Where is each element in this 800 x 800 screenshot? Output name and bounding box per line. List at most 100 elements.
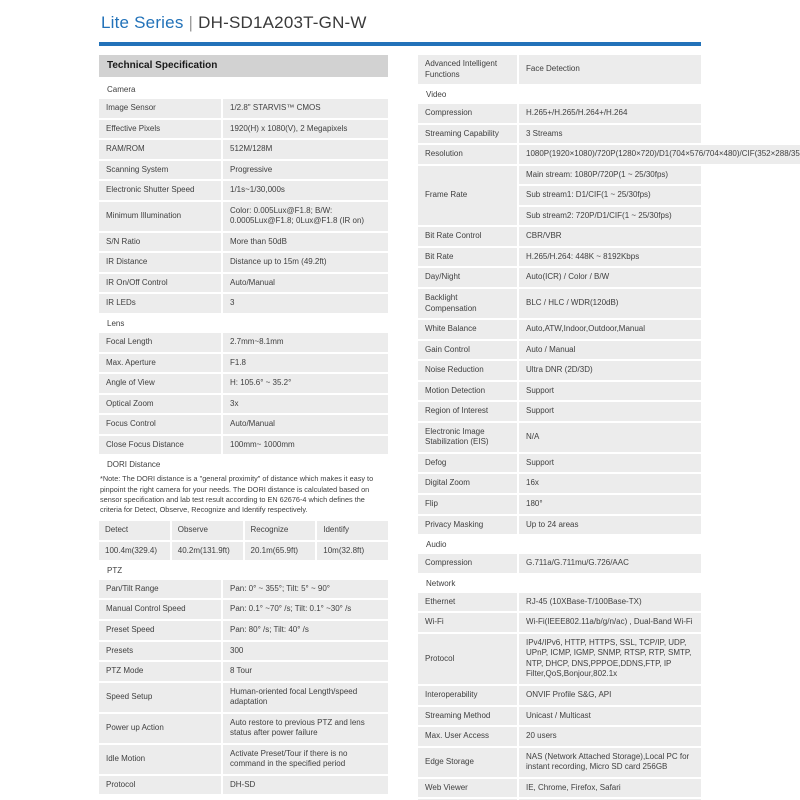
section-title: Lens bbox=[107, 319, 125, 329]
spec-value: H.265+/H.265/H.264+/H.264 bbox=[519, 104, 701, 123]
spec-row: Advanced Intelligent Functions Face Detec… bbox=[418, 55, 701, 85]
spec-label: Wi-Fi bbox=[418, 613, 517, 632]
spec-row: IR Distance Distance up to 15m (49.2ft) bbox=[99, 253, 388, 272]
spec-label: Frame Rate bbox=[418, 165, 517, 226]
spec-value: Distance up to 15m (49.2ft) bbox=[223, 253, 388, 272]
spec-row: IR On/Off Control Auto/Manual bbox=[99, 273, 388, 293]
spec-value: 1/2.8" STARVIS™ CMOS bbox=[223, 99, 388, 118]
spec-label: IR Distance bbox=[99, 253, 221, 272]
spec-row: Max. Aperture F1.8 bbox=[99, 353, 388, 373]
spec-row: Day/Night Auto(ICR) / Color / B/W bbox=[418, 268, 701, 288]
spec-value: Up to 24 areas bbox=[519, 515, 701, 535]
spec-label: Protocol bbox=[418, 633, 517, 684]
spec-value: 300 bbox=[223, 641, 388, 661]
spec-label: Day/Night bbox=[418, 268, 517, 288]
left-column: Technical Specification Camera Image Sens… bbox=[99, 55, 388, 800]
spec-row: Minimum Illumination Color: 0.005Lux@F1.8… bbox=[99, 201, 388, 231]
spec-label: S/N Ratio bbox=[99, 232, 221, 252]
spec-label: Interoperability bbox=[418, 685, 517, 705]
spec-value: 100mm~ 1000mm bbox=[223, 435, 388, 455]
spec-label: Defog bbox=[418, 453, 517, 473]
spec-label: Manual Control Speed bbox=[99, 600, 221, 619]
spec-label: White Balance bbox=[418, 320, 517, 339]
section-title: DORI Distance bbox=[107, 460, 161, 470]
spec-label: Backlight Compensation bbox=[418, 289, 517, 319]
spec-row: Ethernet RJ-45 (10XBase-T/100Base-TX) bbox=[418, 592, 701, 612]
spec-row: S/N Ratio More than 50dB bbox=[99, 232, 388, 252]
spec-value: IE, Chrome, Firefox, Safari bbox=[519, 778, 701, 798]
spec-row: Privacy Masking Up to 24 areas bbox=[418, 515, 701, 535]
spec-row: Defog Support bbox=[418, 453, 701, 473]
spec-label: Speed Setup bbox=[99, 682, 221, 712]
spec-label: Idle Motion bbox=[99, 744, 221, 774]
spec-value: 1920(H) x 1080(V), 2 Megapixels bbox=[223, 119, 388, 139]
spec-label: Compression bbox=[418, 104, 517, 123]
spec-row: Electronic Image Stabilization (EIS) N/A bbox=[418, 422, 701, 452]
spec-label: Presets bbox=[99, 641, 221, 661]
spec-row: Streaming Capability 3 Streams bbox=[418, 124, 701, 144]
spec-value: DH-SD bbox=[223, 775, 388, 795]
spec-label: Streaming Method bbox=[418, 706, 517, 726]
spec-row: Pan/Tilt Range Pan: 0° ~ 355°; Tilt: 5° ~… bbox=[99, 579, 388, 599]
spec-label: Ethernet bbox=[418, 592, 517, 612]
spec-label: Effective Pixels bbox=[99, 119, 221, 139]
spec-label: Gain Control bbox=[418, 340, 517, 360]
spec-value: 180° bbox=[519, 495, 701, 514]
spec-row: Compression H.265+/H.265/H.264+/H.264 bbox=[418, 104, 701, 123]
spec-label: Preset Speed bbox=[99, 620, 221, 640]
section-title: Video bbox=[426, 90, 447, 100]
section-title: PTZ bbox=[107, 565, 123, 575]
dori-header-cell: Observe bbox=[171, 521, 243, 540]
spec-value: Auto restore to previous PTZ and lens st… bbox=[223, 713, 388, 743]
spec-row: Region of Interest Support bbox=[418, 402, 701, 421]
spec-label: Power up Action bbox=[99, 713, 221, 743]
spec-row: Motion Detection Support bbox=[418, 381, 701, 401]
spec-value: 16x bbox=[519, 474, 701, 494]
spec-value: 3x bbox=[223, 394, 388, 414]
spec-label: IR On/Off Control bbox=[99, 273, 221, 293]
spec-value: 1080P(1920×1080)/720P(1280×720)/D1(704×5… bbox=[519, 145, 800, 164]
spec-value: Activate Preset/Tour if there is no comm… bbox=[223, 744, 388, 774]
spec-value: Color: 0.005Lux@F1.8; B/W: 0.0005Lux@F1.… bbox=[223, 201, 388, 231]
spec-row: Scanning System Progressive bbox=[99, 160, 388, 180]
spec-label: Close Focus Distance bbox=[99, 435, 221, 455]
spec-value: Ultra DNR (2D/3D) bbox=[519, 361, 701, 380]
spec-row: Image Sensor 1/2.8" STARVIS™ CMOS bbox=[99, 99, 388, 118]
dori-header-cell: Identify bbox=[317, 521, 388, 540]
spec-subvalue: Sub stream2: 720P/D1/CIF(1 ~ 25/30fps) bbox=[519, 206, 701, 226]
spec-value: Unicast / Multicast bbox=[519, 706, 701, 726]
spec-row: Presets 300 bbox=[99, 641, 388, 661]
spec-label: Angle of View bbox=[99, 374, 221, 393]
spec-value: Face Detection bbox=[519, 55, 701, 85]
spec-row: Bit Rate H.265/H.264: 448K ~ 8192Kbps bbox=[418, 247, 701, 267]
spec-value: Auto/Manual bbox=[223, 273, 388, 293]
spec-row: Idle Motion Activate Preset/Tour if there… bbox=[99, 744, 388, 774]
header-divider bbox=[99, 42, 701, 46]
title-separator: | bbox=[188, 13, 194, 32]
spec-label: Electronic Shutter Speed bbox=[99, 181, 221, 200]
dori-value-cell: 20.1m(65.9ft) bbox=[244, 541, 316, 560]
series-label: Lite Series bbox=[101, 13, 184, 32]
spec-label: Focus Control bbox=[99, 415, 221, 434]
spec-value: Pan: 80° /s; Tilt: 40° /s bbox=[223, 620, 388, 640]
spec-row: Effective Pixels 1920(H) x 1080(V), 2 Meg… bbox=[99, 119, 388, 139]
spec-row: RAM/ROM 512M/128M bbox=[99, 140, 388, 159]
spec-row: Gain Control Auto / Manual bbox=[418, 340, 701, 360]
spec-label: Advanced Intelligent Functions bbox=[418, 55, 517, 85]
spec-row: Focus Control Auto/Manual bbox=[99, 415, 388, 434]
technical-specification-header: Technical Specification bbox=[99, 55, 388, 77]
spec-value: RJ-45 (10XBase-T/100Base-TX) bbox=[519, 592, 701, 612]
spec-value: ONVIF Profile S&G, API bbox=[519, 685, 701, 705]
spec-value: Auto(ICR) / Color / B/W bbox=[519, 268, 701, 288]
spec-row: Resolution 1080P(1920×1080)/720P(1280×720… bbox=[418, 145, 800, 164]
spec-value: H.265/H.264: 448K ~ 8192Kbps bbox=[519, 247, 701, 267]
spec-row: Bit Rate Control CBR/VBR bbox=[418, 227, 701, 246]
spec-label: Bit Rate bbox=[418, 247, 517, 267]
spec-label: Image Sensor bbox=[99, 99, 221, 118]
spec-label: Electronic Image Stabilization (EIS) bbox=[418, 422, 517, 452]
spec-label: Minimum Illumination bbox=[99, 201, 221, 231]
spec-row: PTZ Mode 8 Tour bbox=[99, 662, 388, 681]
dori-table: Detect Observe Recognize Identify 100.4m(329… bbox=[99, 521, 388, 560]
spec-columns: Technical Specification Camera Image Sens… bbox=[99, 55, 800, 800]
